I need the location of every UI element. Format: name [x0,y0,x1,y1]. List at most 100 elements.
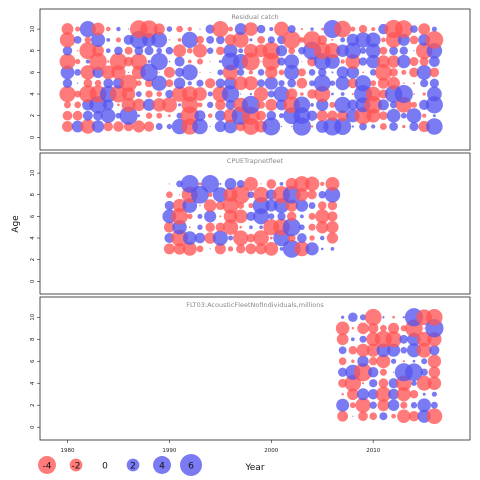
legend-bubble [180,454,202,476]
residual-bubble [164,200,175,211]
residual-bubble [389,101,398,109]
residual-bubble [309,235,315,241]
residual-bubble [203,199,217,212]
residual-bubble [278,113,285,119]
residual-bubble [400,401,408,409]
residual-bubble [257,35,266,44]
residual-bubble [387,399,400,411]
residual-bubble [150,52,168,71]
residual-bubble [236,180,245,188]
residual-bubble [74,101,82,109]
residual-bubble [410,25,418,33]
legend-label: -4 [43,462,52,472]
residual-bubble [269,236,273,240]
residual-bubble [301,60,303,63]
residual-bubble [359,314,367,321]
residual-bubble [412,359,416,363]
residual-bubble [369,69,377,76]
residual-bubble [113,121,124,132]
residual-bubble [256,110,266,121]
residual-bubble [377,399,390,412]
panel-frame [39,8,471,151]
residual-bubble [222,219,239,235]
residual-bubble [163,221,175,233]
residual-bubble [316,98,329,112]
residual-bubble [124,46,133,55]
residual-bubble [365,86,381,102]
residual-bubble [429,78,439,88]
residual-bubble [107,60,110,63]
residual-bubble [249,225,253,230]
residual-bubble [79,21,96,38]
residual-bubble [91,120,105,133]
residual-bubble [233,209,248,224]
residual-bubble [241,95,261,114]
residual-bubble [287,78,296,88]
residual-bubble [249,38,253,42]
residual-bubble [249,92,253,96]
residual-bubble [299,214,304,219]
residual-bubble [207,113,213,118]
residual-bubble [330,247,335,251]
residual-bubble [320,235,325,241]
residual-bubble [304,176,320,192]
residual-bubble [120,74,138,92]
residual-bubble [61,23,74,35]
residual-bubble [410,402,418,409]
legend-item: 6 [180,454,202,476]
residual-bubble [83,78,93,88]
residual-bubble [400,346,408,354]
residual-bubble [348,312,358,323]
residual-bubble [351,359,355,363]
residual-bubble [187,26,192,32]
residual-bubble [337,410,349,422]
residual-bubble [381,37,386,43]
residual-bubble [209,125,211,128]
y-tick-label: 10 [30,169,36,176]
residual-bubble [358,24,368,34]
residual-bubble [375,64,392,81]
residual-bubble [228,26,233,32]
residual-bubble [128,28,130,30]
residual-bubble [324,42,341,59]
residual-bubble [273,86,290,102]
residual-bubble [350,337,355,342]
residual-bubble [307,89,317,99]
residual-bubble [334,118,352,136]
residual-bubble [197,224,203,230]
residual-bubble [279,182,284,186]
residual-bubble [192,43,207,58]
residual-bubble [223,209,238,224]
residual-bubble [119,106,138,125]
residual-bubble [409,35,419,45]
residual-bubble [206,47,214,55]
residual-bubble [399,334,409,344]
residual-bubble [253,86,269,102]
residual-bubble [135,80,142,87]
residual-bubble [429,345,440,356]
residual-bubble [242,52,260,71]
residual-bubble [308,223,316,231]
residual-bubble [128,71,130,73]
residual-bubble [350,26,356,32]
residual-bubble [387,343,401,357]
residual-bubble [282,218,301,237]
residual-bubble [366,343,380,357]
residual-bubble [106,37,111,42]
residual-bubble [428,56,440,67]
residual-bubble [358,57,368,66]
residual-bubble [232,31,249,48]
residual-bubble [329,101,336,108]
residual-bubble [121,97,136,112]
residual-bubble [336,66,349,79]
residual-bubble [163,243,175,255]
residual-bubble [187,81,192,86]
residual-bubble [186,47,193,54]
residual-bubble [109,85,127,103]
residual-bubble [369,412,378,421]
residual-bubble [419,57,429,67]
residual-bubble [262,117,281,136]
residual-bubble [338,346,347,355]
residual-bubble [207,91,213,97]
residual-bubble [178,103,182,107]
